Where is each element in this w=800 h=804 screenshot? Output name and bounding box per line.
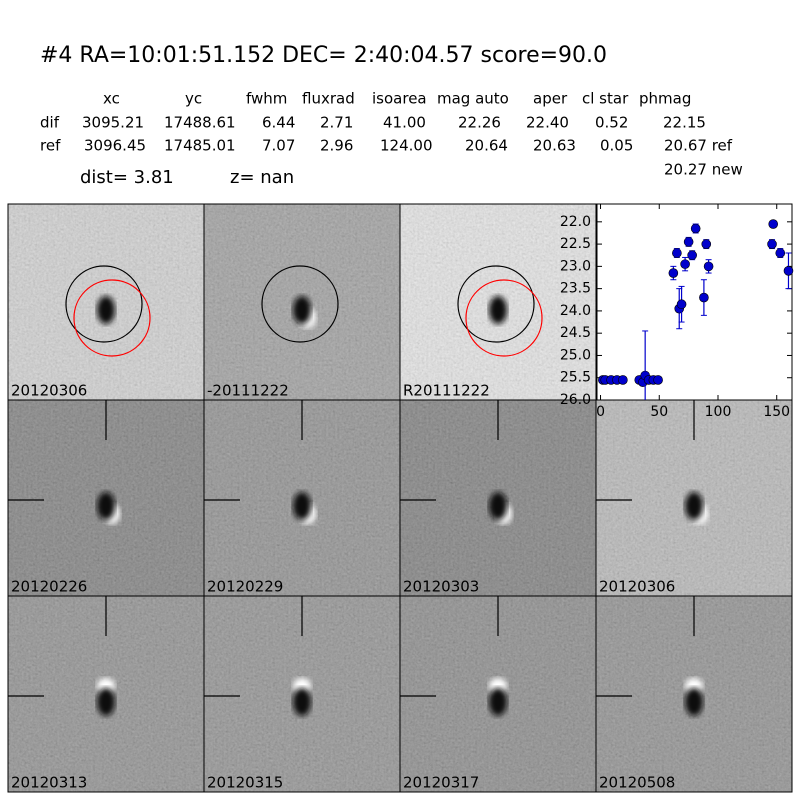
column-header: xc [103, 90, 120, 108]
aperture-ref [73, 279, 151, 357]
y-tick-label: 25.5 [560, 370, 591, 386]
panel-label: 20120229 [207, 578, 283, 596]
cell: 2.71 [320, 114, 353, 132]
panel-label: 20120313 [11, 774, 87, 792]
source [97, 688, 115, 716]
dist: dist= 3.81 [80, 167, 174, 188]
point [653, 375, 663, 385]
cell: 22.26 [458, 114, 501, 132]
phmag-new: 20.27 new [664, 161, 743, 179]
cell: 22.15 [663, 114, 706, 132]
cell: 0.52 [595, 114, 628, 132]
y-tick-label: 25.0 [560, 347, 591, 363]
column-header: isoarea [372, 90, 427, 108]
panel-label: 20120508 [599, 774, 675, 792]
y-tick-label: 22.0 [560, 214, 591, 230]
cell: 20.64 [465, 137, 508, 155]
panel-label: 20120315 [207, 774, 283, 792]
point [783, 266, 794, 276]
source [293, 296, 311, 324]
column-header: fluxrad [302, 90, 355, 108]
panel-label: 20120317 [403, 774, 479, 792]
point [618, 375, 628, 385]
source [293, 492, 311, 520]
cell: 22.40 [526, 114, 569, 132]
cell: 17488.61 [164, 114, 236, 132]
point [768, 219, 779, 229]
y-tick-label: 24.0 [560, 303, 591, 319]
point [680, 259, 690, 269]
source [685, 688, 703, 716]
source [97, 296, 115, 324]
point [668, 268, 679, 278]
cell: 6.44 [262, 114, 295, 132]
panel-label: 20120306 [11, 382, 87, 400]
point [701, 239, 712, 249]
cell: 2.96 [320, 137, 353, 155]
aperture [457, 265, 535, 343]
point [683, 237, 694, 247]
x-tick-label: 100 [705, 404, 732, 420]
source [293, 688, 311, 716]
x-tick-label: 0 [596, 404, 605, 420]
column-header: phmag [639, 90, 691, 108]
column-header: aper [533, 90, 568, 108]
y-tick-label: 23.0 [560, 258, 591, 274]
cell: 0.05 [600, 137, 633, 155]
cell: 3096.45 [84, 137, 146, 155]
panel-label: R20111222 [403, 382, 490, 400]
title: #4 RA=10:01:51.152 DEC= 2:40:04.57 score… [40, 43, 607, 68]
point [775, 248, 786, 258]
column-header: mag auto [437, 90, 509, 108]
point [690, 223, 701, 234]
source [489, 492, 507, 520]
y-tick-label: 24.5 [560, 325, 591, 341]
column-header: fwhm [246, 90, 287, 108]
point [687, 250, 697, 261]
y-tick-label: 23.5 [560, 281, 591, 297]
cell: 41.00 [383, 114, 426, 132]
source [97, 492, 115, 520]
source [489, 296, 507, 324]
point [699, 292, 709, 303]
point [703, 261, 714, 272]
y-tick-label: 26.0 [560, 392, 591, 408]
cell: 7.07 [262, 137, 295, 155]
panel-label: 20120226 [11, 578, 87, 596]
point [767, 239, 777, 249]
cell: 20.67 ref [664, 137, 733, 155]
aperture [65, 265, 143, 343]
panel-label: -20111222 [207, 382, 289, 400]
source [489, 688, 507, 716]
point [672, 248, 682, 258]
row-label: ref [40, 137, 61, 155]
plot-area [596, 203, 793, 401]
panel-frame [595, 595, 793, 793]
y-tick-label: 22.5 [560, 236, 591, 252]
cell: 124.00 [380, 137, 433, 155]
row-label: dif [40, 114, 60, 132]
source [685, 492, 703, 520]
cell: 20.63 [533, 137, 576, 155]
x-tick-label: 50 [650, 404, 668, 420]
column-header: yc [185, 90, 202, 108]
column-header: cl star [582, 90, 629, 108]
z: z= nan [230, 167, 294, 188]
x-tick-label: 150 [763, 404, 790, 420]
point [676, 299, 687, 310]
content: xc yc fwhm fluxrad isoarea mag auto aper cl sta… [7, 90, 794, 793]
cell: 3095.21 [82, 114, 144, 132]
panel-label: 20120306 [599, 578, 675, 596]
aperture-ref [465, 279, 543, 357]
cell: 17485.01 [164, 137, 236, 155]
panel-label: 20120303 [403, 578, 479, 596]
aperture [261, 265, 339, 343]
